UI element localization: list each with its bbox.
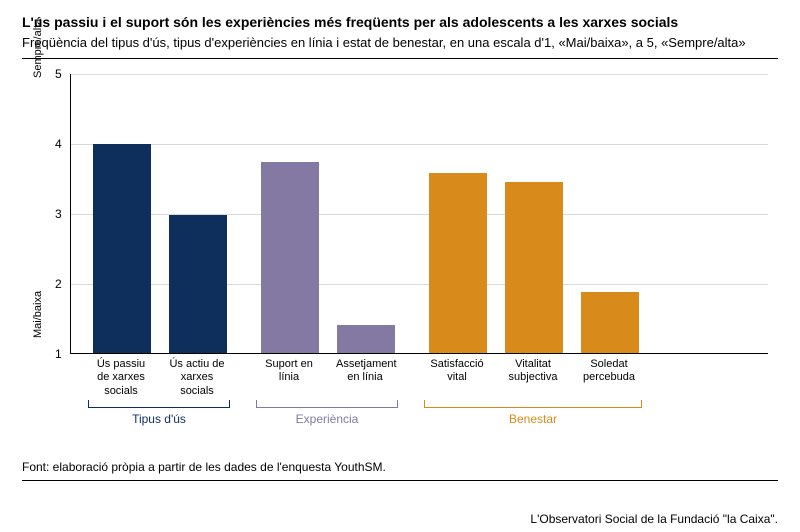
x-label: Assetjament en línia bbox=[336, 358, 394, 399]
plot-region: 12345 bbox=[70, 74, 768, 354]
bar bbox=[429, 173, 487, 352]
bar bbox=[581, 292, 639, 353]
y-tick: 3 bbox=[55, 207, 62, 221]
bar-group bbox=[93, 74, 227, 353]
credit-line: L'Observatori Social de la Fundació "la … bbox=[530, 512, 778, 526]
bar-group bbox=[429, 74, 639, 353]
x-label: Suport en línia bbox=[260, 358, 318, 399]
x-labels-row: Ús passiu de xarxes socials Ús actiu de x… bbox=[70, 358, 768, 399]
bar bbox=[93, 144, 151, 353]
x-label: Ús passiu de xarxes socials bbox=[92, 358, 150, 399]
group-label: Benestar bbox=[424, 412, 642, 426]
bar-group bbox=[261, 74, 395, 353]
yaxis-label-low: Mai/baixa bbox=[32, 290, 44, 337]
group-bracket: Tipus d'ús bbox=[88, 400, 230, 426]
chart-footer-source: Font: elaboració pròpia a partir de les … bbox=[22, 460, 778, 474]
yaxis-label-high: Sempre/alta bbox=[32, 18, 44, 77]
divider-bottom bbox=[22, 480, 778, 481]
x-label: Satisfacció vital bbox=[428, 358, 486, 399]
group-bracket: Benestar bbox=[424, 400, 642, 426]
y-tick: 1 bbox=[55, 347, 62, 361]
y-tick: 2 bbox=[55, 277, 62, 291]
chart-area: Sempre/alta Mai/baixa 12345 Ús passiu de… bbox=[52, 74, 768, 424]
y-tick: 5 bbox=[55, 67, 62, 81]
group-bracket: Experiència bbox=[256, 400, 398, 426]
bar bbox=[261, 162, 319, 352]
x-label: Soledat percebuda bbox=[580, 358, 638, 399]
x-label: Vitalitat subjectiva bbox=[504, 358, 562, 399]
divider-top bbox=[22, 58, 778, 59]
group-label: Experiència bbox=[256, 412, 398, 426]
bar bbox=[505, 182, 563, 352]
group-brackets-row: Tipus d'ús Experiència Benestar bbox=[70, 400, 768, 440]
chart-subtitle: Freqüència del tipus d'ús, tipus d'exper… bbox=[22, 34, 778, 52]
bar bbox=[169, 215, 227, 353]
x-label: Ús actiu de xarxes socials bbox=[168, 358, 226, 399]
chart-title: L'ús passiu i el suport són les experièn… bbox=[22, 14, 778, 30]
group-label: Tipus d'ús bbox=[88, 412, 230, 426]
y-tick: 4 bbox=[55, 137, 62, 151]
bar bbox=[337, 325, 395, 353]
